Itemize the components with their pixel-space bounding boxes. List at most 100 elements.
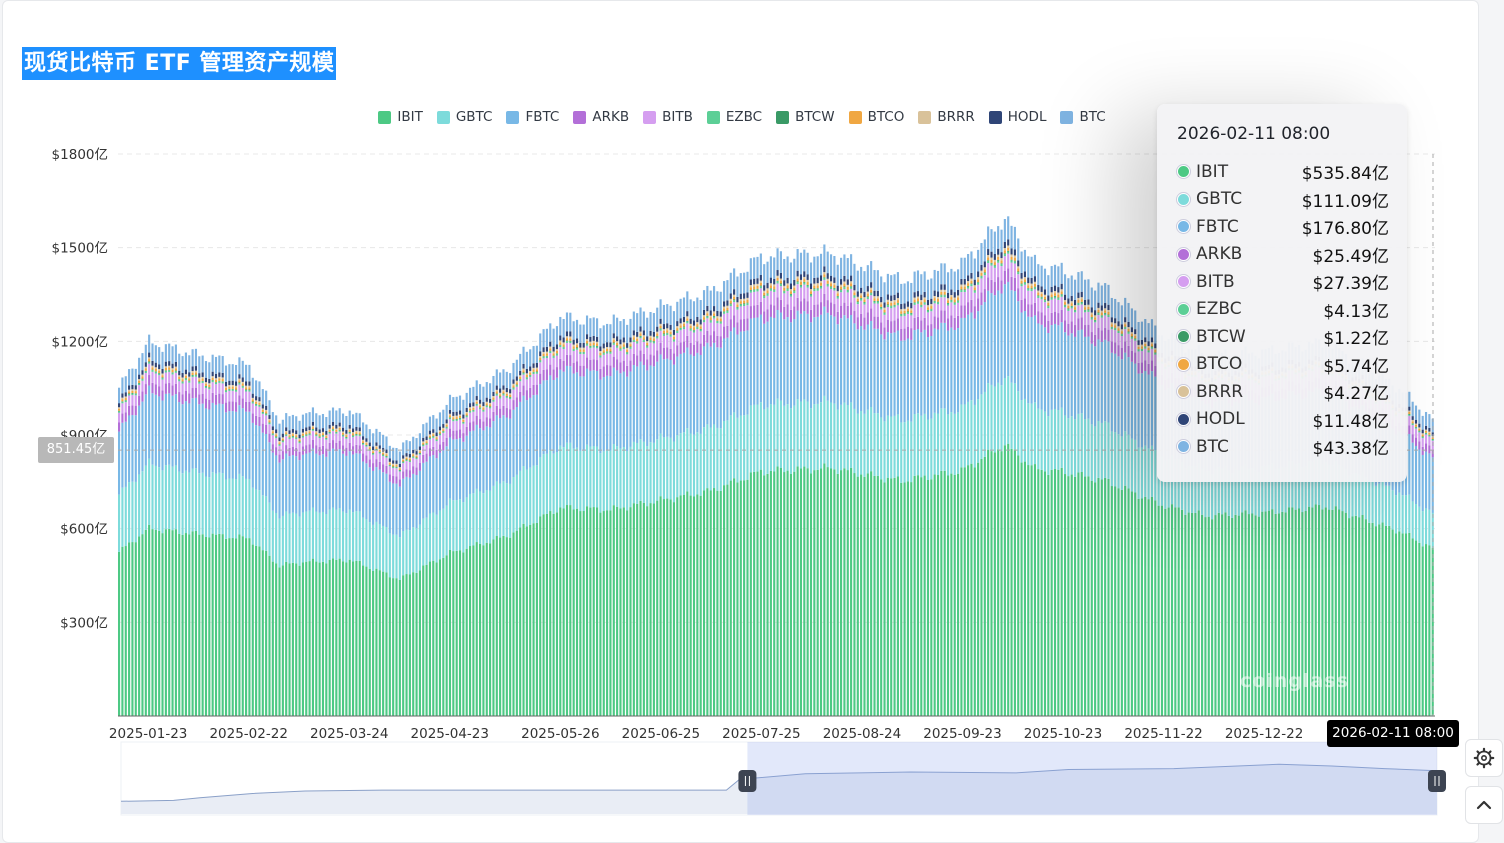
bar-segment-btc bbox=[619, 321, 622, 340]
bar-segment-btc bbox=[866, 265, 869, 287]
legend-item-fbtc[interactable]: FBTC bbox=[506, 109, 559, 125]
bar-segment-btc bbox=[372, 433, 375, 447]
bar-segment-arkb bbox=[1003, 270, 1006, 285]
legend-item-btco[interactable]: BTCO bbox=[848, 109, 904, 125]
bar-segment-brrr bbox=[1017, 266, 1020, 269]
zoom-handle-end[interactable] bbox=[1428, 770, 1446, 792]
bar-segment-bitb bbox=[756, 291, 759, 305]
bar-segment-arkb bbox=[709, 335, 712, 347]
bar-segment-btco bbox=[535, 369, 538, 372]
bar-segment-btcw bbox=[275, 436, 278, 437]
bar-segment-btc bbox=[321, 413, 325, 429]
legend-item-btcw[interactable]: BTCW bbox=[776, 109, 835, 125]
bar-segment-hodl bbox=[1077, 292, 1080, 298]
legend-item-bitb[interactable]: BITB bbox=[643, 109, 693, 125]
bar-segment-fbtc bbox=[696, 352, 699, 433]
bar-segment-btc bbox=[355, 412, 358, 427]
bar-segment-btco bbox=[906, 308, 909, 312]
bar-segment-brrr bbox=[201, 376, 204, 379]
bar-segment-arkb bbox=[987, 277, 990, 291]
bar-segment-fbtc bbox=[255, 425, 258, 490]
bar-segment-ezbc bbox=[913, 302, 916, 305]
bar-segment-ezbc bbox=[606, 351, 609, 354]
bar-segment-ibit bbox=[749, 472, 752, 716]
bar-segment-gbtc bbox=[221, 473, 224, 535]
bar-segment-ibit bbox=[1374, 526, 1377, 716]
bar-segment-btcw bbox=[1077, 302, 1080, 304]
bar-segment-ezbc bbox=[776, 281, 779, 284]
bar-segment-hodl bbox=[485, 397, 488, 402]
legend-item-brrr[interactable]: BRRR bbox=[918, 109, 975, 125]
bar-segment-bitb bbox=[1084, 312, 1087, 326]
bar-segment-btc bbox=[1110, 297, 1113, 318]
bar-segment-btc bbox=[251, 377, 254, 394]
bar-segment-ezbc bbox=[248, 389, 251, 392]
legend-item-ezbc[interactable]: EZBC bbox=[706, 109, 762, 125]
zoom-handle-start[interactable] bbox=[738, 770, 757, 792]
settings-button[interactable] bbox=[1465, 739, 1503, 777]
bar-segment-btcw bbox=[1063, 304, 1067, 306]
bar-segment-btc bbox=[579, 324, 582, 343]
bar-segment-arkb bbox=[1090, 332, 1093, 344]
bar-segment-ezbc bbox=[676, 331, 679, 334]
bar-segment-btc bbox=[1003, 219, 1006, 242]
bar-segment-btco bbox=[987, 257, 990, 261]
bar-segment-arkb bbox=[977, 298, 980, 312]
bar-segment-arkb bbox=[1124, 341, 1127, 353]
bar-segment-ibit bbox=[1274, 513, 1277, 716]
bar-segment-btco bbox=[425, 441, 428, 444]
bar-segment-bitb bbox=[993, 267, 996, 283]
zoom-overview-area bbox=[121, 764, 1437, 814]
bar-segment-arkb bbox=[559, 358, 562, 370]
legend-item-hodl[interactable]: HODL bbox=[988, 109, 1046, 125]
bar-segment-btc bbox=[462, 399, 465, 415]
bar-segment-ezbc bbox=[1130, 337, 1133, 339]
bar-segment-fbtc bbox=[632, 365, 635, 442]
bar-segment-ezbc bbox=[946, 303, 950, 306]
bar-segment-brrr bbox=[920, 300, 923, 303]
bar-segment-fbtc bbox=[596, 370, 599, 447]
bar-segment-brrr bbox=[415, 454, 418, 456]
legend-item-ibit[interactable]: IBIT bbox=[378, 109, 423, 125]
bar-segment-gbtc bbox=[1110, 431, 1113, 487]
bar-segment-gbtc bbox=[1404, 495, 1408, 534]
bar-segment-ibit bbox=[351, 561, 355, 716]
bar-segment-fbtc bbox=[1421, 454, 1424, 512]
bar-segment-btcw bbox=[124, 400, 127, 401]
legend-item-gbtc[interactable]: GBTC bbox=[436, 109, 492, 125]
bar-segment-ibit bbox=[1190, 512, 1194, 716]
bar-segment-hodl bbox=[502, 385, 505, 390]
bar-segment-fbtc bbox=[1020, 312, 1023, 401]
bar-segment-hodl bbox=[265, 405, 268, 410]
bar-segment-btco bbox=[796, 278, 799, 282]
bar-segment-brrr bbox=[549, 346, 552, 349]
bar-segment-fbtc bbox=[977, 311, 980, 400]
bar-segment-btc bbox=[1023, 249, 1026, 272]
bar-segment-fbtc bbox=[368, 467, 371, 523]
bar-segment-bitb bbox=[953, 304, 956, 318]
bar-segment-btco bbox=[118, 408, 121, 411]
bar-segment-btco bbox=[251, 399, 254, 402]
bar-segment-fbtc bbox=[532, 395, 535, 466]
bar-segment-brrr bbox=[422, 441, 425, 443]
scroll-to-top-button[interactable] bbox=[1465, 786, 1503, 824]
bar-segment-bitb bbox=[408, 461, 411, 471]
legend-item-btc[interactable]: BTC bbox=[1060, 109, 1106, 125]
bar-segment-hodl bbox=[599, 346, 602, 352]
bar-segment-btco bbox=[913, 299, 916, 303]
bar-segment-bitb bbox=[689, 330, 692, 344]
bar-segment-gbtc bbox=[328, 509, 331, 560]
bar-segment-btc bbox=[148, 334, 151, 353]
bar-segment-ibit bbox=[1177, 507, 1180, 716]
legend-item-arkb[interactable]: ARKB bbox=[573, 109, 629, 125]
bar-segment-fbtc bbox=[1134, 363, 1137, 440]
bar-segment-bitb bbox=[1150, 348, 1154, 361]
bar-segment-brrr bbox=[662, 329, 665, 331]
bar-segment-fbtc bbox=[636, 366, 639, 443]
bar-segment-hodl bbox=[432, 429, 435, 433]
bar-segment-btc bbox=[1411, 401, 1414, 417]
bar-segment-btco bbox=[870, 289, 873, 293]
bar-segment-gbtc bbox=[1368, 481, 1371, 523]
bar-segment-btcw bbox=[773, 289, 776, 290]
